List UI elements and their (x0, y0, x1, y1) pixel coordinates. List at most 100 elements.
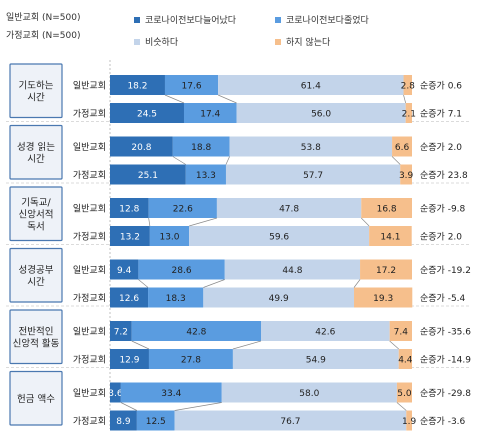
group-label-text: 독서 (27, 221, 44, 232)
data-label: 13.3 (196, 171, 216, 181)
data-label: 53.8 (301, 143, 321, 153)
church-label: 일반교회 (73, 327, 106, 338)
bar-segment-more (110, 136, 173, 157)
data-label: 56.0 (311, 110, 331, 120)
data-label: 18.8 (191, 143, 211, 153)
segment-connector (138, 279, 149, 288)
segment-connector (172, 156, 186, 165)
data-label: 17.2 (376, 266, 396, 276)
bar-segment-same (224, 259, 361, 280)
net-change-label: 순증가 -14.9 (420, 355, 471, 366)
group-label-box (9, 370, 63, 426)
net-change-label: 순증가 2.0 (420, 142, 462, 153)
header-line-2: 가정교회 (N=500) (6, 31, 81, 41)
group-label-box (9, 63, 63, 119)
data-label: 28.6 (172, 266, 192, 276)
net-change-label: 순증가 -5.4 (420, 293, 466, 304)
bar-segment-more (110, 259, 139, 280)
group-label-text: 기도하는 (19, 79, 54, 91)
data-label: 59.6 (269, 233, 289, 243)
bar-segment-less (183, 103, 237, 123)
data-label: 5.0 (397, 389, 412, 399)
group-label-text: 신앙서적 (19, 208, 54, 220)
church-label: 일반교회 (73, 265, 106, 276)
data-label: 16.8 (377, 205, 397, 215)
bar-segment-more (110, 321, 132, 341)
legend-item-same: 비슷하다 (134, 35, 178, 48)
net-change-label: 순증가 -35.6 (420, 327, 471, 338)
group-label-text: 시간 (27, 154, 45, 165)
segment-connector (232, 340, 262, 350)
data-label: 2.8 (401, 82, 416, 92)
legend-swatch-same (134, 38, 140, 45)
data-label: 57.7 (303, 171, 323, 181)
group-label-text: 전반적인 (19, 325, 54, 337)
data-label: 47.8 (279, 205, 299, 215)
legend-label-same: 비슷하다 (145, 38, 179, 48)
bar-segment-no (400, 164, 412, 185)
bar-segment-less (148, 198, 217, 218)
data-label: 7.4 (394, 328, 409, 338)
data-label: 25.1 (138, 171, 158, 181)
segment-connector (174, 402, 222, 411)
net-change-label: 순증가 7.1 (420, 109, 462, 120)
data-label: 18.3 (166, 294, 186, 304)
bar-segment-no (403, 75, 412, 95)
data-label: 13.2 (120, 233, 140, 243)
bar-segment-less (131, 321, 261, 341)
legend-item-no: 하지 않는다 (275, 35, 330, 48)
bar-segment-less (172, 136, 230, 157)
net-change-label: 순증가 -29.8 (420, 388, 471, 399)
segment-connector (391, 156, 401, 165)
data-label: 22.6 (173, 205, 193, 215)
data-label: 1.9 (402, 417, 417, 427)
group-label-box (9, 124, 63, 180)
bar-segment-no (398, 349, 412, 369)
data-label: 12.8 (119, 205, 139, 215)
bar-segment-more (110, 75, 165, 95)
church-label: 가정교회 (73, 416, 106, 427)
bar-segment-less (149, 226, 190, 246)
church-label: 가정교회 (73, 170, 106, 181)
segment-connector (389, 340, 399, 350)
group-label-box (9, 309, 63, 365)
net-change-label: 순증가 23.8 (420, 170, 468, 181)
bar-segment-same (229, 136, 393, 157)
segment-connector (164, 94, 185, 104)
legend-item-more: 코로나이전보다늘어났다 (134, 13, 236, 26)
legend-label-less: 코로나이전보다줄었다 (286, 16, 369, 26)
segment-connector (225, 156, 230, 165)
group-label-text: 성경공부 (19, 264, 54, 276)
data-label: 6.6 (395, 143, 410, 153)
group-label-text: 시간 (27, 277, 45, 288)
bar-segment-same (189, 226, 370, 246)
data-label: 49.9 (269, 294, 289, 304)
data-label: 76.7 (280, 417, 300, 427)
net-change-label: 순증가 0.6 (420, 81, 462, 92)
bar-segment-no (405, 103, 412, 123)
bar-segment-less (148, 349, 233, 369)
bar-segment-less (148, 287, 204, 308)
bar-segment-same (174, 410, 407, 431)
church-label: 일반교회 (73, 142, 106, 153)
data-label: 12.9 (119, 356, 139, 366)
bar-segment-same (218, 75, 404, 95)
group-label-text: 기독교/ (21, 197, 51, 208)
church-label: 가정교회 (73, 232, 106, 243)
legend-label-no: 하지 않는다 (286, 38, 331, 48)
segment-connector (120, 402, 138, 411)
bar-segment-no (360, 259, 412, 280)
bar-segment-same (216, 198, 362, 218)
segment-connector (217, 94, 237, 104)
net-change-label: 순증가 2.0 (420, 232, 462, 243)
bar-segment-no (389, 321, 412, 341)
segment-connector (353, 279, 361, 288)
church-label: 일반교회 (73, 81, 106, 92)
legend-label-more: 코로나이전보다늘어났다 (145, 16, 237, 26)
group-label-text: 성경 읽는 (17, 141, 55, 153)
data-label: 2.1 (402, 110, 416, 120)
segment-connector (203, 279, 225, 288)
group-label-text: 신앙적 활동 (13, 337, 60, 349)
segment-connector (189, 217, 218, 227)
